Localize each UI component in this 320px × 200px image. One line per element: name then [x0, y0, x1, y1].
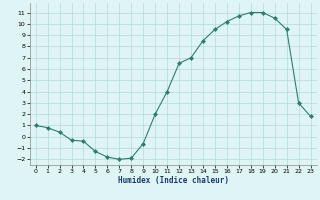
X-axis label: Humidex (Indice chaleur): Humidex (Indice chaleur) [118, 176, 228, 185]
